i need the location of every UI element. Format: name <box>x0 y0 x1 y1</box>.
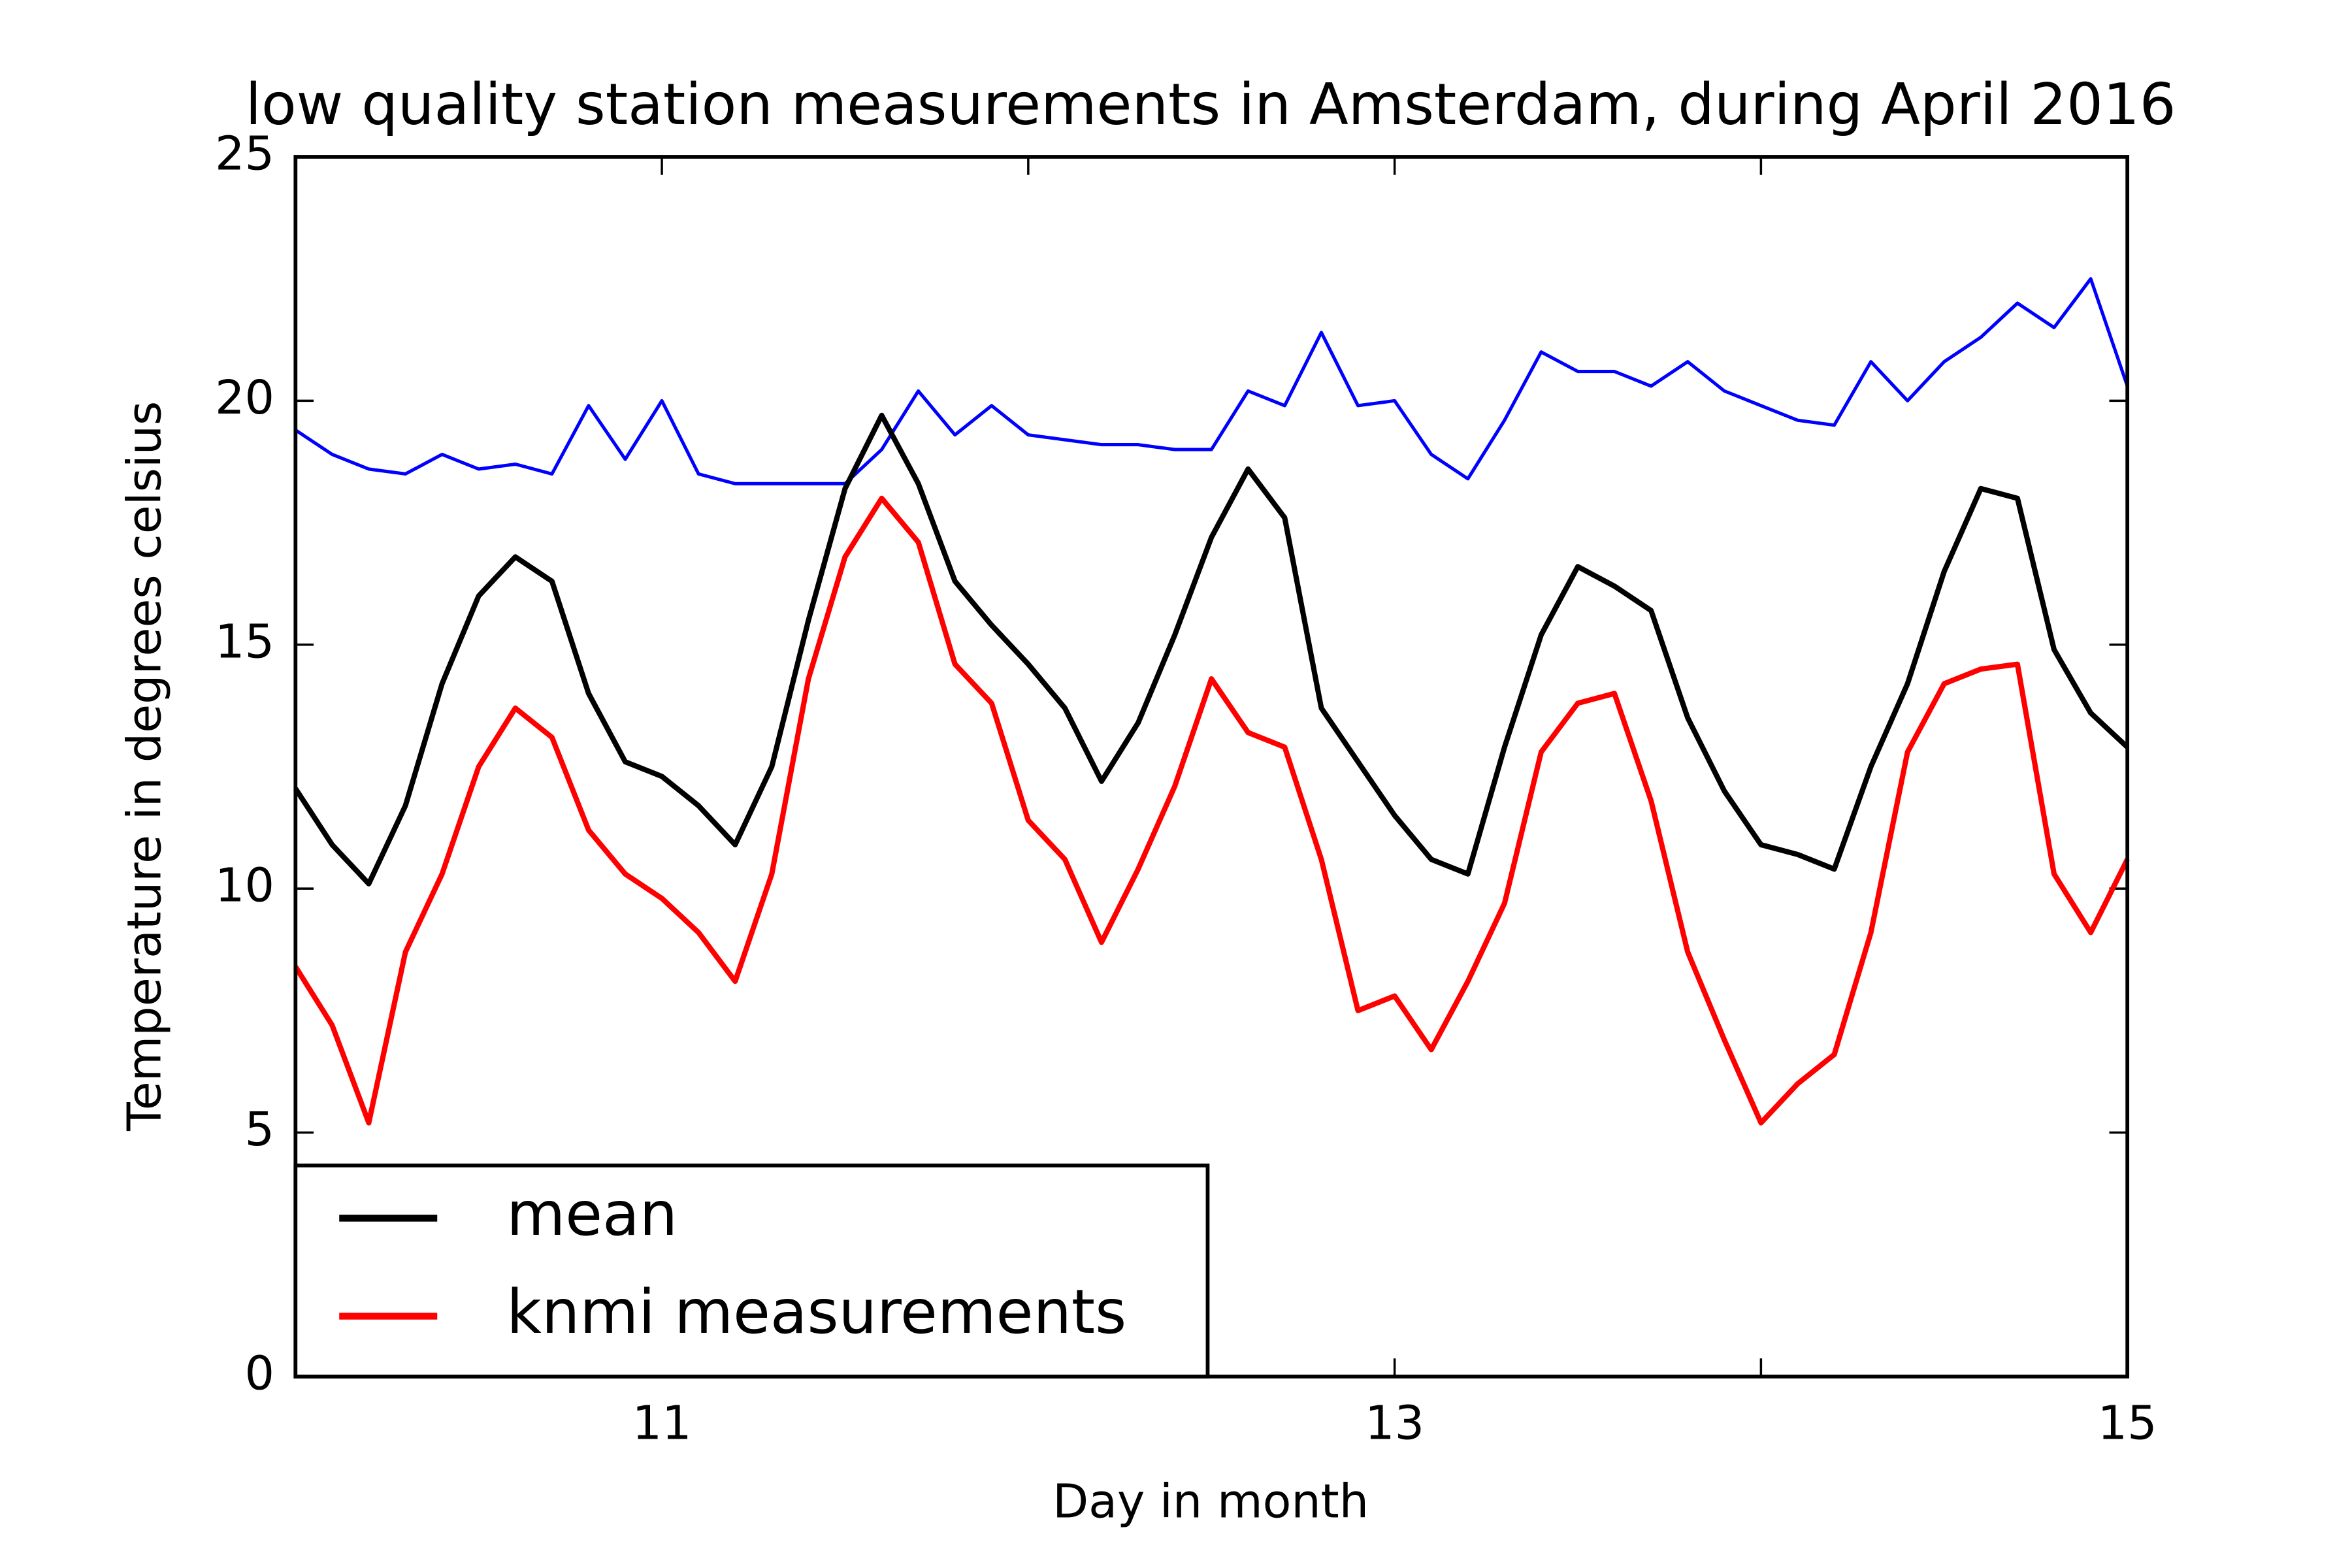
x-tick-label: 15 <box>2098 1396 2157 1450</box>
series-line <box>293 412 2129 887</box>
legend-label: knmi measurements <box>506 1277 1126 1347</box>
y-tick-label: 25 <box>215 127 274 181</box>
legend-label: mean <box>506 1179 678 1249</box>
series-line <box>294 277 2129 485</box>
y-tick-label: 0 <box>244 1346 274 1400</box>
y-tick-label: 15 <box>215 614 274 668</box>
chart-title: low quality station measurements in Amst… <box>246 71 2176 138</box>
series-line <box>293 495 2130 1126</box>
x-tick-label: 11 <box>632 1396 692 1450</box>
x-tick-label: 13 <box>1365 1396 1424 1450</box>
legend-box <box>293 1163 1210 1379</box>
y-axis-label: Temperature in degrees celsius <box>118 401 172 1132</box>
y-tick-label: 20 <box>215 370 274 425</box>
y-tick-label: 10 <box>215 858 274 913</box>
x-axis-label: Day in month <box>1053 1475 1369 1529</box>
y-tick-label: 5 <box>244 1102 274 1156</box>
plot-frame <box>293 155 2130 1379</box>
